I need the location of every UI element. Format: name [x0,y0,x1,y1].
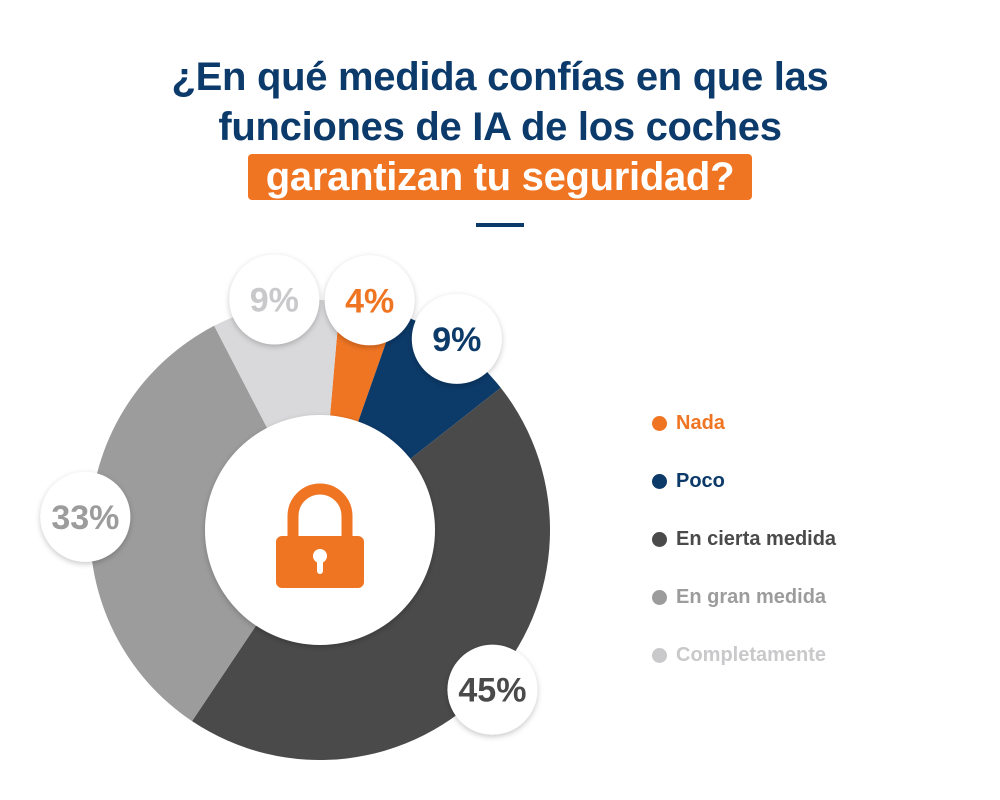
chart-data-labels: 4% 9% 45% 33% 9% [40,254,538,735]
legend-label: Nada [676,411,725,434]
legend-dot-icon [652,647,667,663]
data-label-bubble [324,255,415,346]
data-label-bubble [411,293,502,384]
legend-dot-icon [652,531,667,547]
legend-item: Completamente [652,626,836,684]
chart-legend: Nada Poco En cierta medida En gran medid… [652,394,836,684]
title-line-2: funciones de IA de los coches [218,105,782,149]
data-label-bubble [229,254,320,345]
legend-dot-icon [652,473,667,489]
data-label: 9% [250,281,299,319]
data-label-bubble [40,471,131,562]
legend-dot-icon [652,415,667,431]
title-divider [476,223,524,227]
legend-item: En gran medida [652,568,836,626]
legend-item: Poco [652,452,836,510]
legend-label: En gran medida [676,585,827,608]
data-label: 9% [432,321,481,359]
data-label: 4% [345,282,394,320]
legend-item: Nada [652,394,836,452]
lock-icon [276,483,364,588]
donut-hole [205,415,435,645]
legend-label: En cierta medida [676,527,837,550]
data-label: 45% [458,672,526,710]
title-line-1: ¿En qué medida confías en que las [171,55,829,99]
legend-dot-icon [652,589,667,605]
data-label: 33% [51,499,119,537]
chart-title: ¿En qué medida confías en que las funcio… [0,52,1000,202]
legend-item: En cierta medida [652,510,836,568]
title-highlight: garantizan tu seguridad? [247,154,753,200]
legend-label: Completamente [676,643,827,666]
legend-label: Poco [676,469,725,492]
data-label-bubble [447,644,538,735]
slice-en-gran-medida [89,325,321,722]
